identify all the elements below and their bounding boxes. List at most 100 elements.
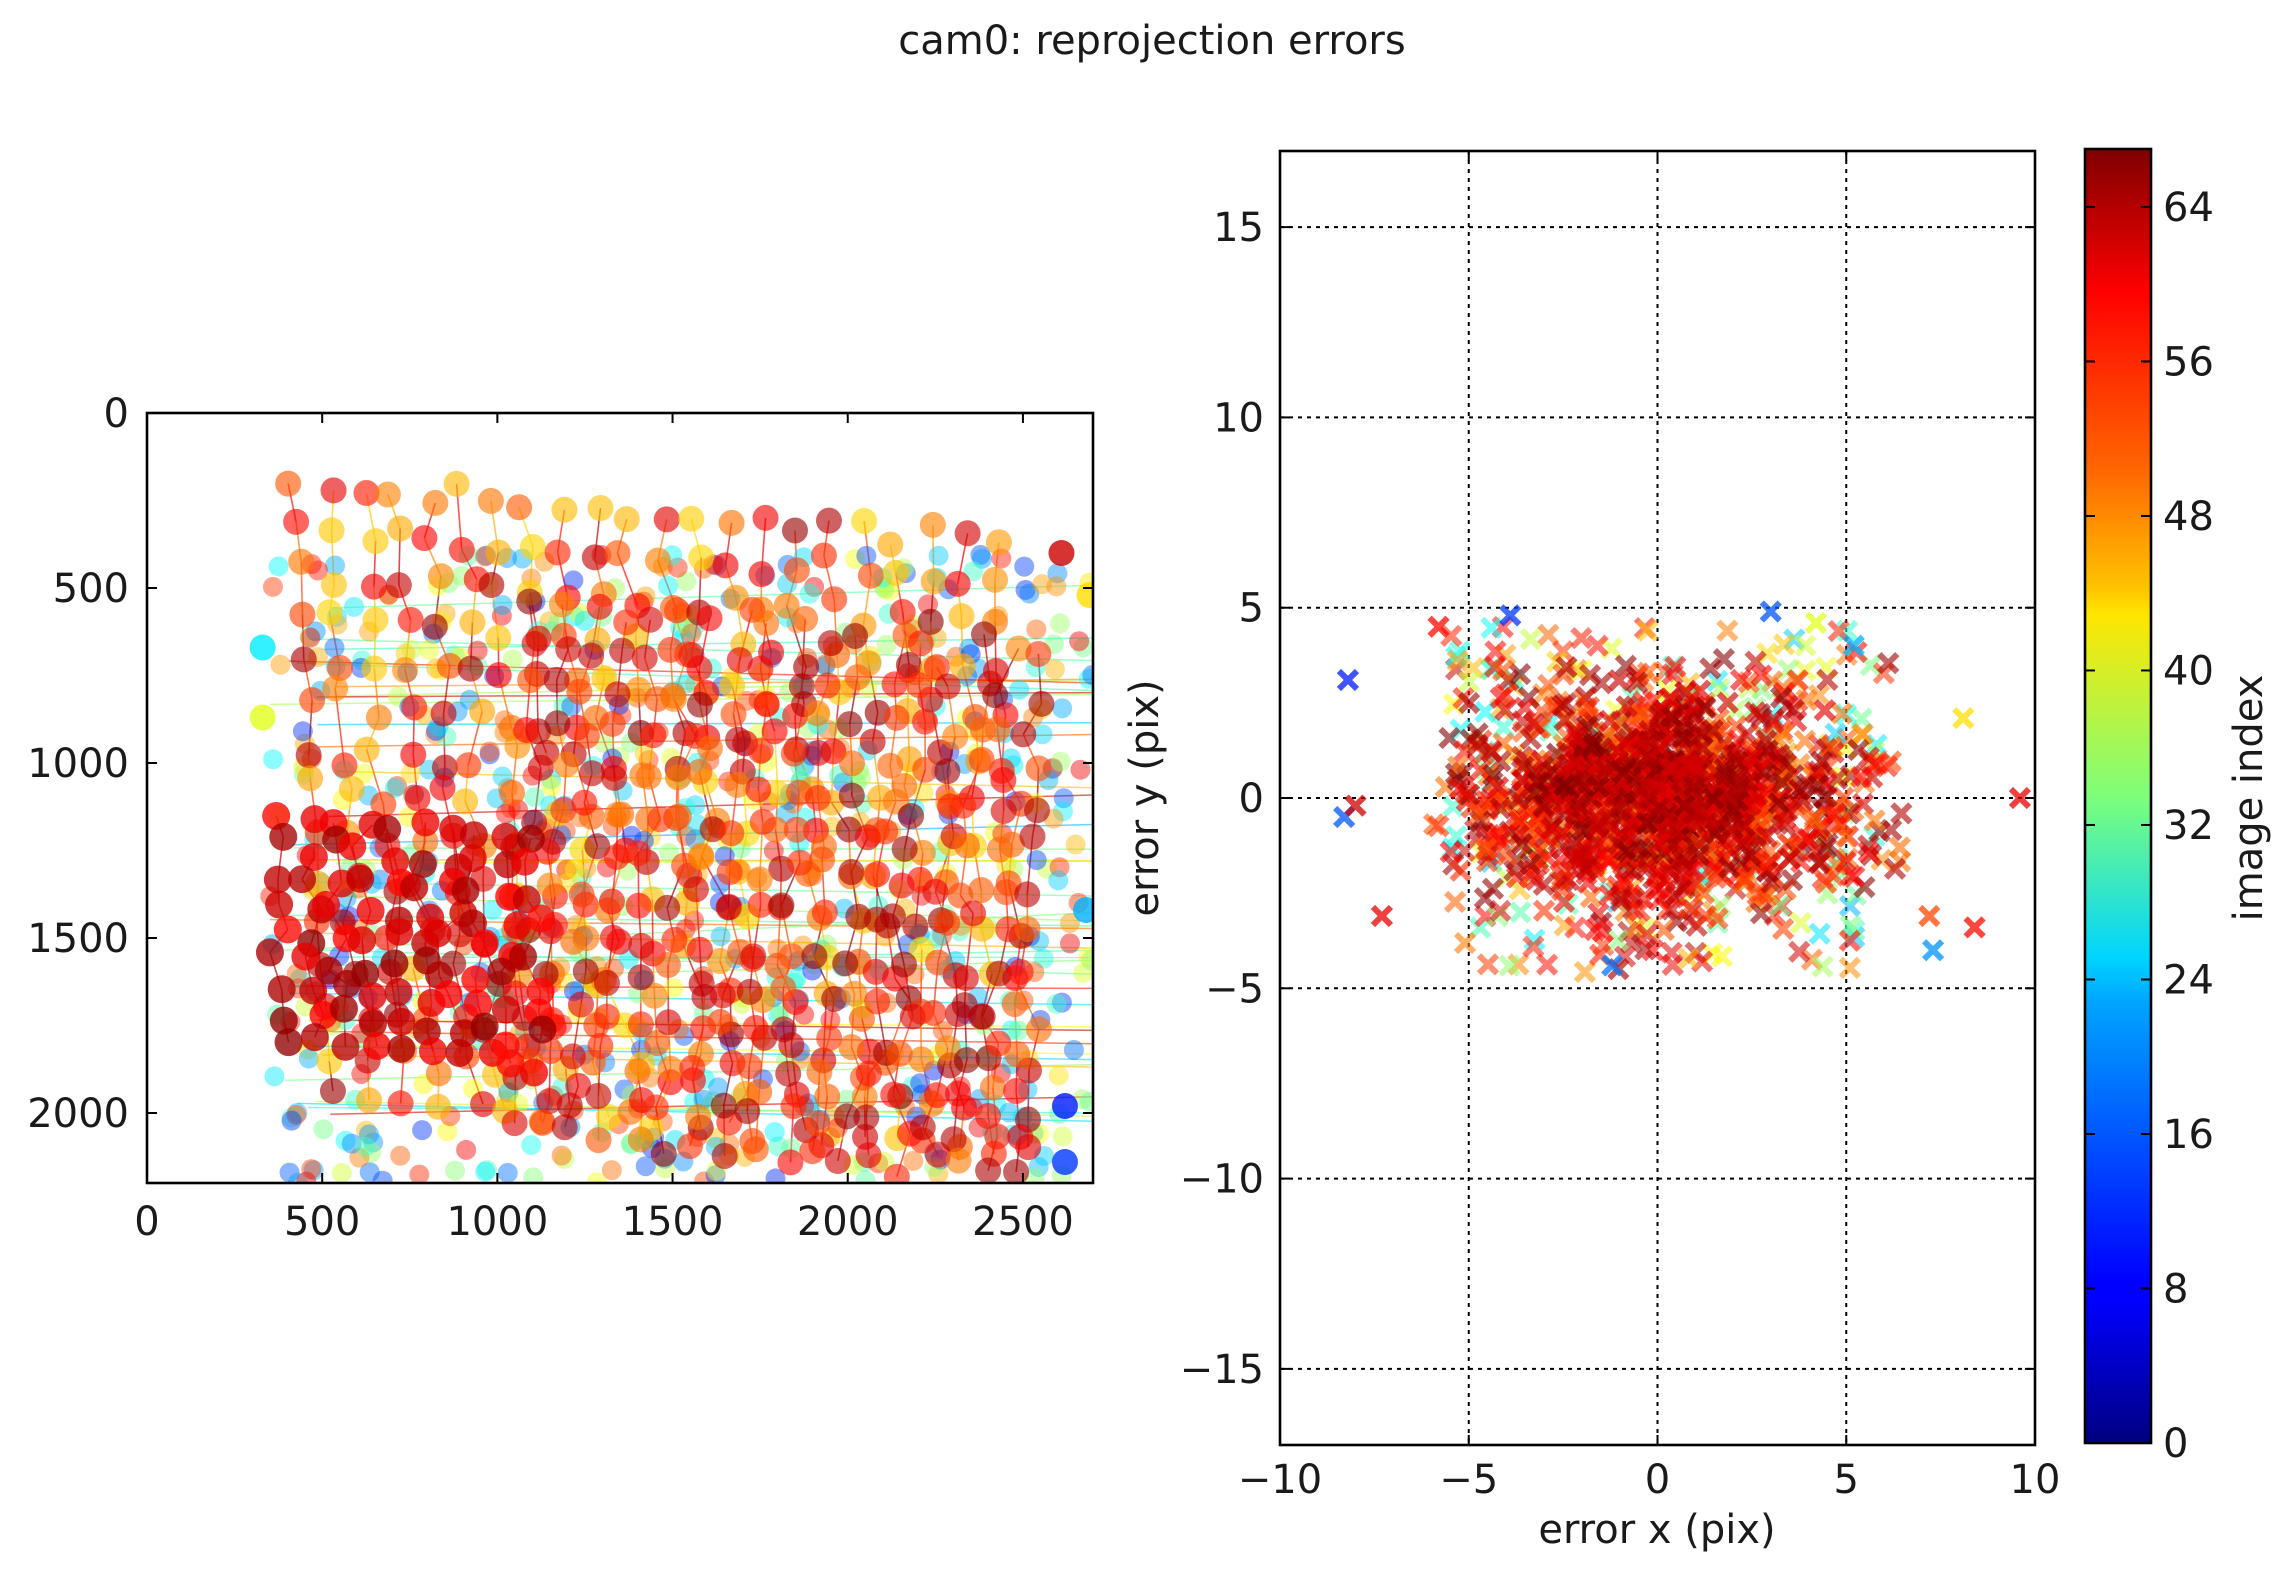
corner-point [627, 1126, 654, 1153]
error-point [1482, 764, 1505, 787]
error-point [1628, 899, 1651, 922]
corner-point [475, 1161, 496, 1182]
corner-point [686, 936, 713, 963]
corner-point [1014, 556, 1035, 577]
corner-point [824, 1148, 851, 1175]
left-x-tick-0: 0 [134, 1199, 159, 1245]
error-point [1498, 954, 1521, 977]
error-point [1676, 754, 1700, 777]
corner-point [864, 988, 891, 1015]
corner-point [993, 879, 1020, 906]
error-point [1644, 775, 1668, 799]
error-point [1616, 840, 1640, 863]
error-point [1699, 657, 1722, 680]
corner-point [663, 977, 684, 998]
corner-point [665, 764, 692, 791]
corner-point [331, 752, 358, 779]
corner-point [934, 1035, 961, 1062]
error-point [1782, 698, 1805, 722]
left-y-tick-500: 500 [53, 566, 129, 612]
corner-point [815, 507, 842, 534]
corner-point [587, 1032, 614, 1059]
corner-point [457, 655, 484, 682]
error-point [1606, 929, 1630, 952]
corner-point [641, 982, 668, 1009]
corner-point [529, 1109, 556, 1136]
corner-point [726, 647, 753, 674]
corner-point [353, 736, 380, 763]
corner-point [844, 664, 871, 691]
corner-point [909, 1114, 936, 1141]
corner-point [934, 909, 961, 936]
corner-point [418, 1037, 447, 1066]
corner-point [716, 859, 743, 886]
error-point [1601, 954, 1624, 977]
track-line [322, 637, 1093, 651]
corner-point [1019, 583, 1040, 604]
error-point [1457, 670, 1481, 694]
corner-point [299, 687, 326, 714]
colorbar-tick-32: 32 [2163, 803, 2214, 849]
corner-point [556, 1092, 583, 1119]
error-point [1811, 955, 1834, 978]
error-point [1526, 771, 1550, 794]
colorbar-tick-0: 0 [2163, 1421, 2188, 1467]
corner-point [478, 572, 505, 599]
corner-point [814, 672, 841, 699]
corner-point [1025, 755, 1052, 782]
corner-point [362, 528, 389, 555]
error-point [1522, 712, 1546, 735]
corner-point [752, 504, 779, 531]
corner-point [1003, 1078, 1030, 1105]
corner-point [281, 1107, 302, 1128]
corner-point [289, 601, 316, 628]
corner-point [273, 915, 302, 944]
corner-point [521, 1135, 542, 1156]
corner-point [300, 627, 321, 648]
corner-point [969, 1003, 996, 1030]
error-point [1568, 843, 1591, 866]
corner-point [781, 517, 808, 544]
error-point [1816, 668, 1839, 691]
corner-point [448, 536, 475, 563]
corner-point [341, 1133, 362, 1154]
corner-point [551, 1145, 572, 1166]
corner-point [872, 818, 899, 845]
corner-point [804, 576, 825, 597]
corner-point [855, 1060, 882, 1087]
error-point [1875, 755, 1899, 778]
right-axis-ticks [1279, 151, 2036, 1445]
corner-point [1024, 1168, 1045, 1183]
corner-point [1059, 913, 1080, 934]
corner-point [804, 784, 831, 811]
error-point [1614, 654, 1637, 677]
corner-point [945, 1080, 972, 1107]
corner-point [799, 1138, 826, 1165]
corner-point [1028, 1156, 1049, 1177]
error-point [1857, 841, 1880, 864]
corner-point [627, 964, 654, 991]
corner-point [654, 894, 681, 921]
right-y-tick-neg10: −10 [1180, 1157, 1264, 1203]
corner-point [661, 926, 688, 953]
error-point [1624, 806, 1647, 829]
error-point [1672, 877, 1696, 900]
corner-point [816, 1025, 843, 1052]
corner-point [653, 506, 680, 533]
right-x-tick-neg5: −5 [1439, 1457, 1498, 1503]
corner-point [401, 694, 428, 721]
colorbar-tick-64: 64 [2163, 185, 2214, 231]
corner-point [907, 630, 934, 657]
corner-point [845, 548, 866, 569]
corner-point [655, 1009, 682, 1036]
corner-point [409, 1164, 430, 1183]
error-point [1480, 616, 1503, 640]
corner-point [593, 969, 620, 996]
error-point [1671, 849, 1694, 872]
corner-point [565, 1072, 592, 1099]
corner-point [783, 816, 810, 843]
corner-point [521, 630, 548, 657]
corner-point [948, 603, 975, 630]
corner-point [370, 791, 397, 818]
corner-point [318, 517, 345, 544]
